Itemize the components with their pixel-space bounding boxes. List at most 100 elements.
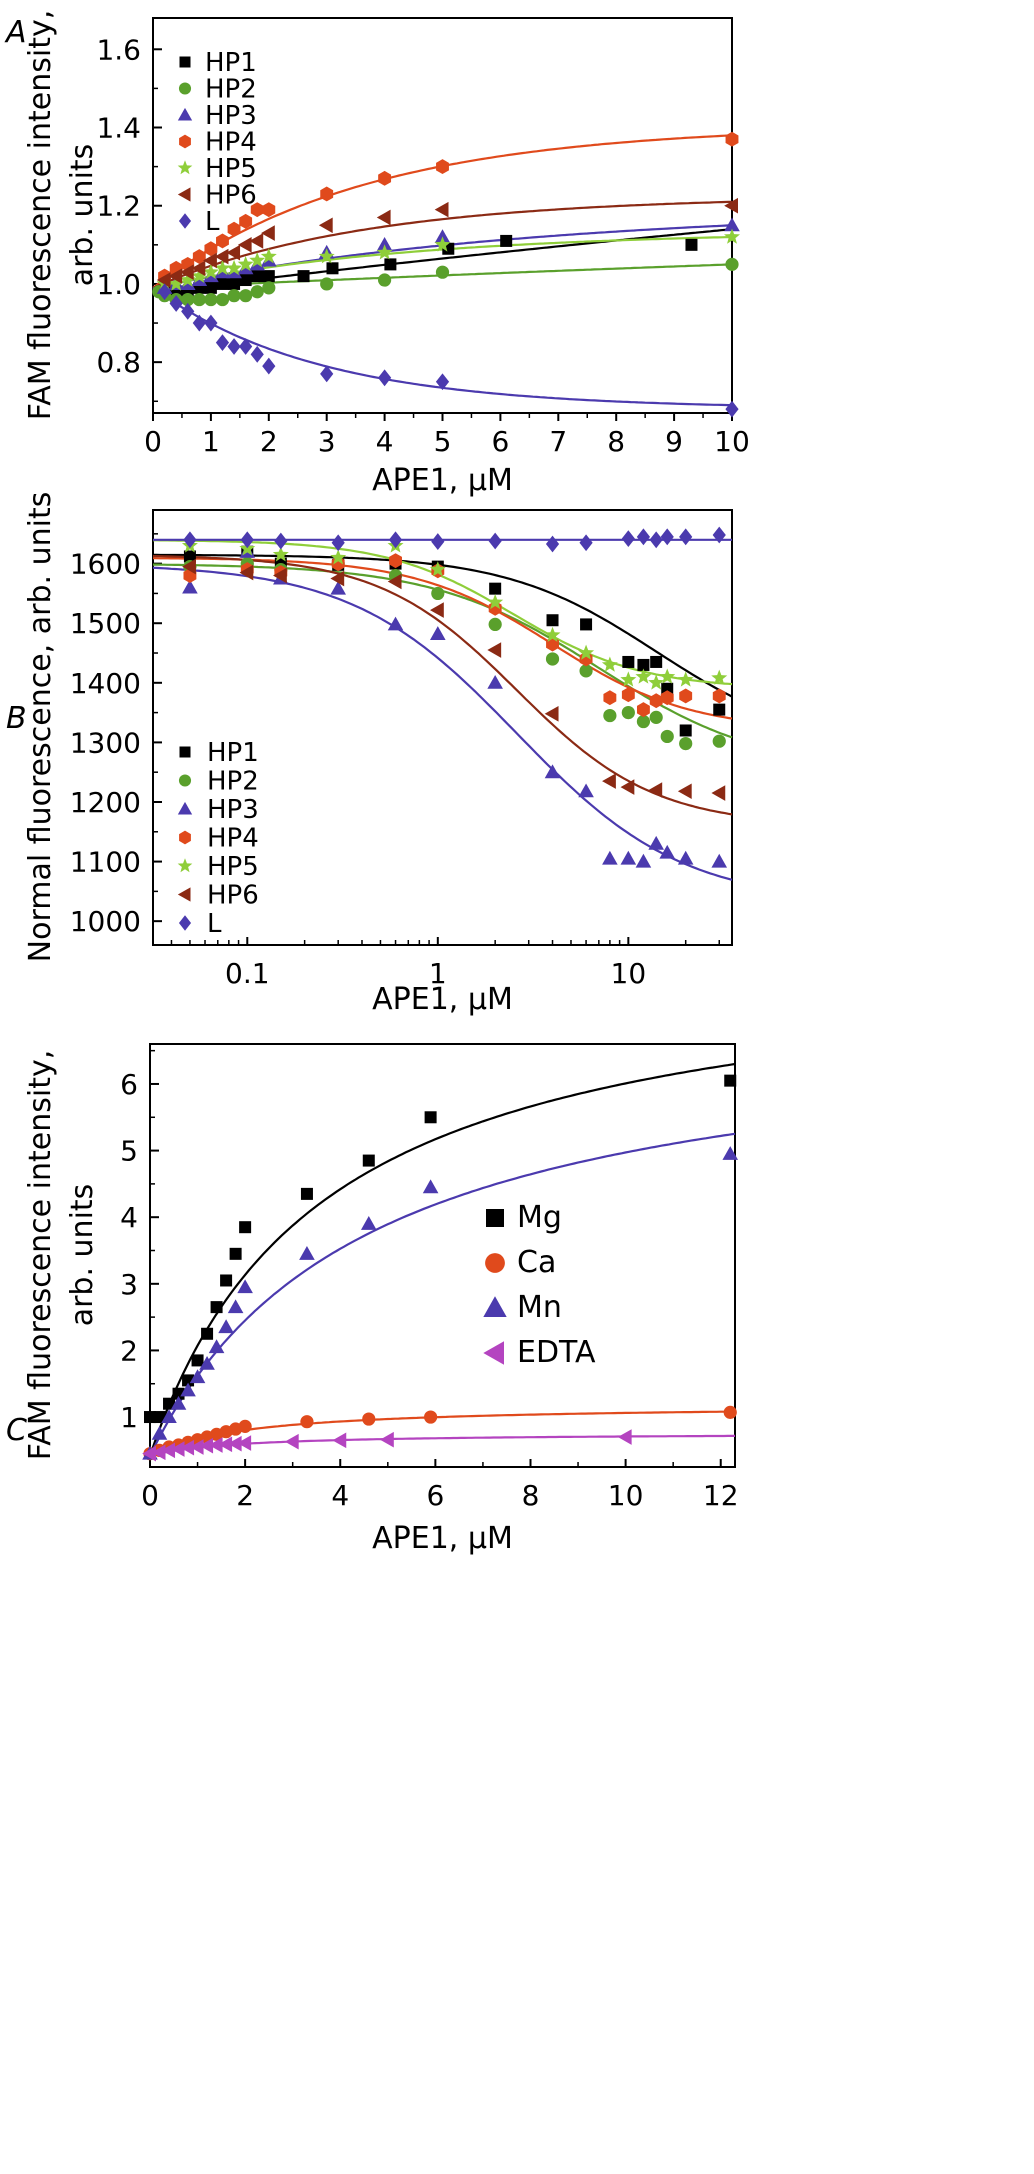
data-point-a-hp1 <box>500 234 513 247</box>
data-point-b-l <box>240 531 254 549</box>
plot-frame-b <box>152 509 733 946</box>
data-point-b-hp6 <box>677 783 692 800</box>
data-point-c-mn <box>360 1216 377 1230</box>
legend-label-b-hp5: HP5 <box>207 852 259 882</box>
fit-line-a-hp6 <box>152 200 733 289</box>
legend-marker-a-l <box>178 213 192 229</box>
data-point-c-edta <box>189 1439 204 1455</box>
data-point-b-hp4 <box>660 690 674 706</box>
legend-marker-b-hp6 <box>177 887 191 902</box>
y-tick-label-c: 5 <box>120 1135 138 1168</box>
data-point-a-l <box>169 295 183 312</box>
legend-label-b-hp4: HP4 <box>207 824 259 854</box>
y-tick-label-a: 1.0 <box>96 268 141 301</box>
x-tick-label-a: 8 <box>607 425 625 458</box>
x-tick-label-a: 5 <box>434 425 452 458</box>
data-point-c-mn <box>299 1246 315 1260</box>
data-point-b-l <box>579 534 593 552</box>
legend-label-a-hp5: HP5 <box>205 154 257 184</box>
x-tick-label-b: 10 <box>611 957 647 990</box>
x-tick-label-a: 0 <box>144 425 162 458</box>
data-point-b-hp5 <box>659 668 676 684</box>
data-point-b-hp3 <box>578 783 594 798</box>
data-point-a-hp6 <box>179 264 194 281</box>
y-axis-title-a: arb. units <box>65 144 100 287</box>
legend-label-c-mn: Mn <box>517 1290 562 1325</box>
data-point-b-hp6 <box>239 564 254 581</box>
data-point-b-hp6 <box>182 558 196 575</box>
data-point-b-hp2 <box>545 652 560 666</box>
data-point-b-hp4 <box>712 688 726 704</box>
x-tick-label-c: 4 <box>331 1479 349 1512</box>
data-point-a-hp2 <box>262 281 276 295</box>
data-point-a-l <box>320 365 334 383</box>
y-tick-label-c: 6 <box>120 1068 138 1101</box>
data-point-b-hp6 <box>544 705 559 722</box>
y-tick-label-b: 1300 <box>70 726 141 759</box>
data-point-b-hp5 <box>578 644 595 660</box>
data-point-b-l <box>660 528 674 546</box>
data-point-b-hp5 <box>677 671 694 687</box>
data-point-c-mn <box>170 1395 187 1410</box>
data-point-b-hp6 <box>387 573 402 590</box>
y-tick-label-c: 4 <box>120 1201 138 1234</box>
data-point-c-mg <box>362 1154 375 1167</box>
data-point-c-edta <box>180 1439 195 1456</box>
data-point-a-hp5 <box>191 267 208 283</box>
legend-marker-c-edta <box>483 1341 504 1365</box>
data-point-c-ca <box>238 1419 252 1433</box>
y-axis-title-a: FAM fluorescence intensity, <box>23 10 58 421</box>
data-point-b-l <box>274 532 288 550</box>
x-axis-title-a: APE1, μM <box>372 463 513 498</box>
data-point-a-hp4 <box>320 186 334 202</box>
data-point-b-hp3 <box>544 764 561 779</box>
legend-marker-b-l <box>178 915 192 931</box>
data-point-b-hp5 <box>601 656 618 672</box>
data-point-a-hp3 <box>434 229 451 244</box>
panel-letter-c: C <box>6 1413 27 1448</box>
data-point-b-hp6 <box>711 785 726 801</box>
data-point-a-hp4 <box>250 202 264 218</box>
y-tick-label-b: 1600 <box>70 548 141 581</box>
data-point-a-hp5 <box>168 275 185 291</box>
data-point-a-hp5 <box>434 236 451 252</box>
data-point-c-ca <box>300 1415 314 1429</box>
data-point-b-l <box>488 532 502 550</box>
data-point-a-hp5 <box>202 263 219 280</box>
data-point-b-hp2 <box>603 708 617 723</box>
data-point-a-hp6 <box>376 209 391 226</box>
plot-frame-c <box>149 1043 736 1468</box>
data-point-a-hp6 <box>249 233 264 249</box>
legend-marker-a-hp3 <box>177 107 193 121</box>
data-point-a-hp1 <box>326 262 339 275</box>
data-point-c-edta <box>227 1435 242 1452</box>
data-point-b-hp4 <box>621 687 635 703</box>
data-point-c-edta <box>151 1444 166 1461</box>
data-point-a-l <box>378 369 392 387</box>
x-tick-label-a: 10 <box>714 425 750 458</box>
data-point-c-mn <box>208 1339 225 1354</box>
y-tick-label-b: 1400 <box>70 667 141 700</box>
data-point-a-hp6 <box>156 272 171 288</box>
data-point-c-mn <box>180 1382 196 1397</box>
legend-label-a-l: L <box>205 207 220 237</box>
data-point-b-hp1 <box>183 550 196 563</box>
data-point-b-l <box>679 528 693 546</box>
data-point-b-hp2 <box>431 586 445 601</box>
data-point-b-hp5 <box>620 671 637 687</box>
legend-label-a-hp3: HP3 <box>205 101 257 131</box>
data-point-c-edta <box>617 1429 632 1445</box>
x-tick-label-a: 7 <box>549 425 567 458</box>
data-point-b-hp5 <box>487 593 504 610</box>
x-tick-label-a: 3 <box>318 425 336 458</box>
data-point-c-ca <box>362 1412 376 1426</box>
data-point-a-hp2 <box>181 292 195 307</box>
data-point-c-mn <box>422 1179 439 1194</box>
data-point-c-mn <box>227 1299 244 1314</box>
data-point-a-hp2 <box>192 292 206 307</box>
data-point-a-hp2 <box>239 289 253 303</box>
data-point-c-mg <box>182 1374 195 1387</box>
data-point-c-mg <box>300 1187 313 1200</box>
y-tick-label-b: 1200 <box>70 786 141 819</box>
